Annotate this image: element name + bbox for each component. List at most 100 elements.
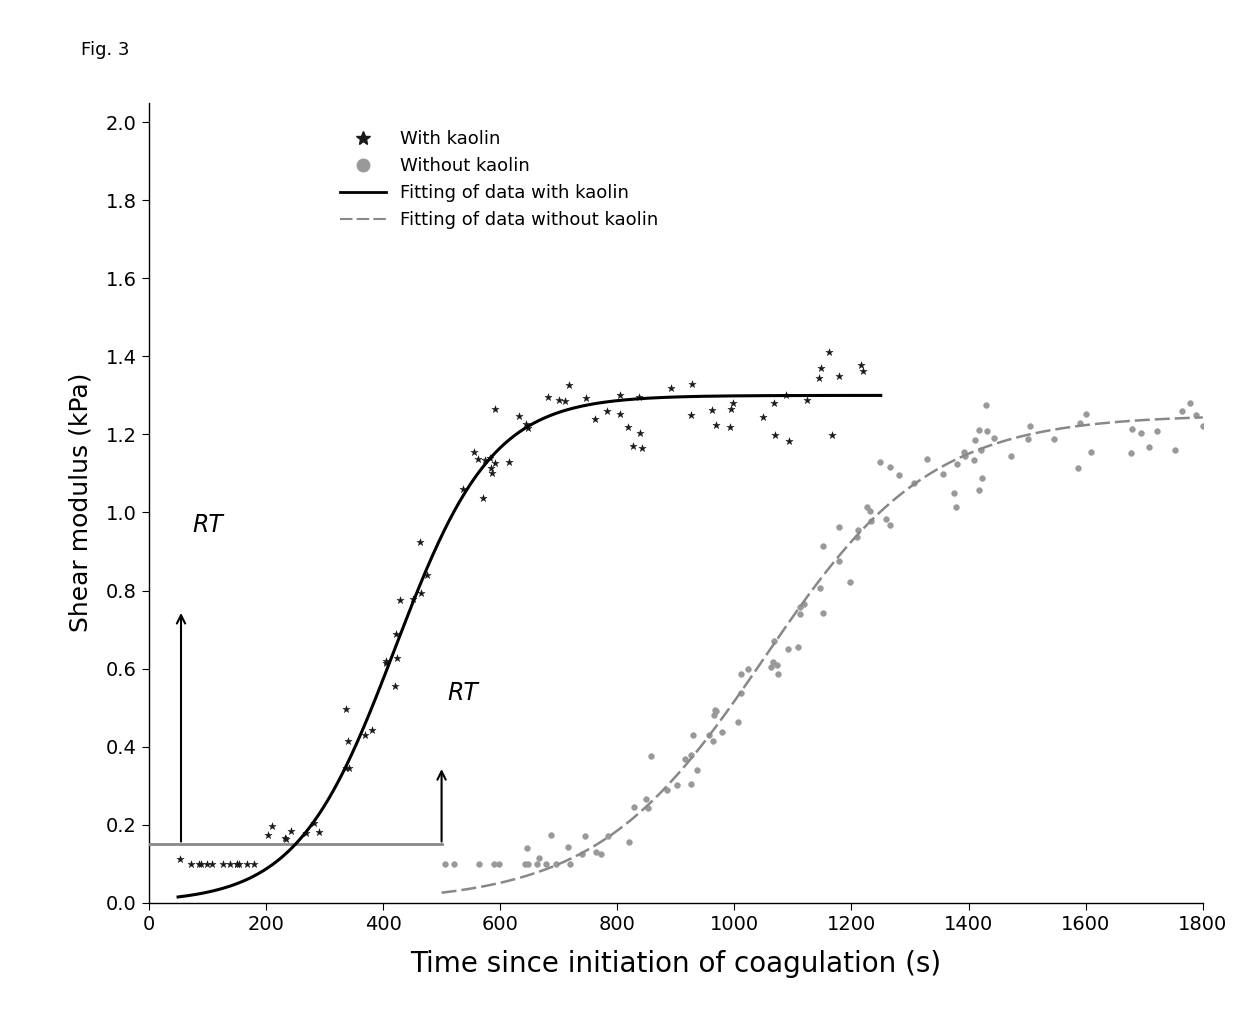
Point [707,703,727,719]
Point [412,585,432,601]
Point [777,641,797,658]
Point [820,344,839,360]
Point [720,420,740,436]
Point [598,403,618,420]
Point [667,778,687,794]
Point [1166,442,1185,459]
Point [219,856,239,872]
Text: RT: RT [448,681,479,705]
Point [870,453,890,470]
Point [1001,448,1021,465]
Point [518,856,538,872]
Point [970,423,990,439]
Point [764,633,784,649]
Point [516,417,536,433]
Point [880,516,900,532]
Point [764,395,784,411]
Point [681,776,701,792]
Legend: With kaolin, Without kaolin, Fitting of data with kaolin, Fitting of data withou: With kaolin, Without kaolin, Fitting of … [334,123,666,236]
Point [258,827,278,843]
Point [703,733,723,749]
Point [619,419,639,435]
Point [812,539,832,555]
Point [830,519,849,536]
Point [340,759,360,776]
Text: Fig. 3: Fig. 3 [81,41,129,60]
Point [469,450,489,467]
Point [947,456,967,472]
Point [610,405,630,422]
Point [538,389,558,405]
Point [681,747,701,763]
Point [518,420,538,436]
Point [490,856,510,872]
Point [1138,438,1158,455]
Point [723,395,743,411]
Point [776,387,796,403]
Point [498,453,518,470]
Point [190,856,210,872]
Point [976,396,996,412]
Point [262,818,281,834]
Point [704,707,724,723]
Point [516,856,536,872]
Point [779,433,799,449]
Point [587,843,606,860]
Point [657,782,677,798]
Point [275,830,295,846]
Point [547,856,567,872]
Point [861,512,880,528]
Point [1081,443,1101,460]
Point [362,721,382,738]
Point [1044,431,1064,447]
Point [765,427,785,443]
Point [1131,425,1151,441]
Point [811,359,831,376]
Point [227,856,247,872]
Point [376,655,396,671]
Point [1068,460,1087,476]
Point [977,423,997,439]
Point [1193,418,1213,434]
Point [822,427,842,443]
Point [1018,431,1038,447]
Point [790,598,810,615]
Point [1122,422,1142,438]
Point [575,828,595,844]
Point [244,856,264,872]
Point [625,798,645,815]
Point [983,430,1003,446]
Point [637,800,657,817]
Point [706,702,725,718]
Point [683,727,703,744]
Point [797,392,817,408]
Point [541,827,560,843]
Point [389,592,409,608]
Point [277,831,296,847]
Point [337,733,357,749]
Point [485,401,505,418]
Point [619,834,639,851]
Point [475,451,495,468]
Point [484,856,503,872]
Point [418,566,438,583]
Point [848,521,868,538]
Point [904,475,924,491]
Point [687,761,707,778]
Point [227,856,247,872]
Point [699,727,719,744]
Point [944,485,963,502]
Point [932,466,952,482]
Point [598,828,618,844]
Point [729,714,749,731]
Point [971,441,991,458]
Point [445,856,465,872]
Point [753,408,773,425]
Point [1021,418,1040,434]
Point [309,824,329,840]
Point [916,450,936,467]
Point [549,392,569,408]
Point [453,480,472,497]
Point [790,605,810,622]
Point [812,605,832,622]
